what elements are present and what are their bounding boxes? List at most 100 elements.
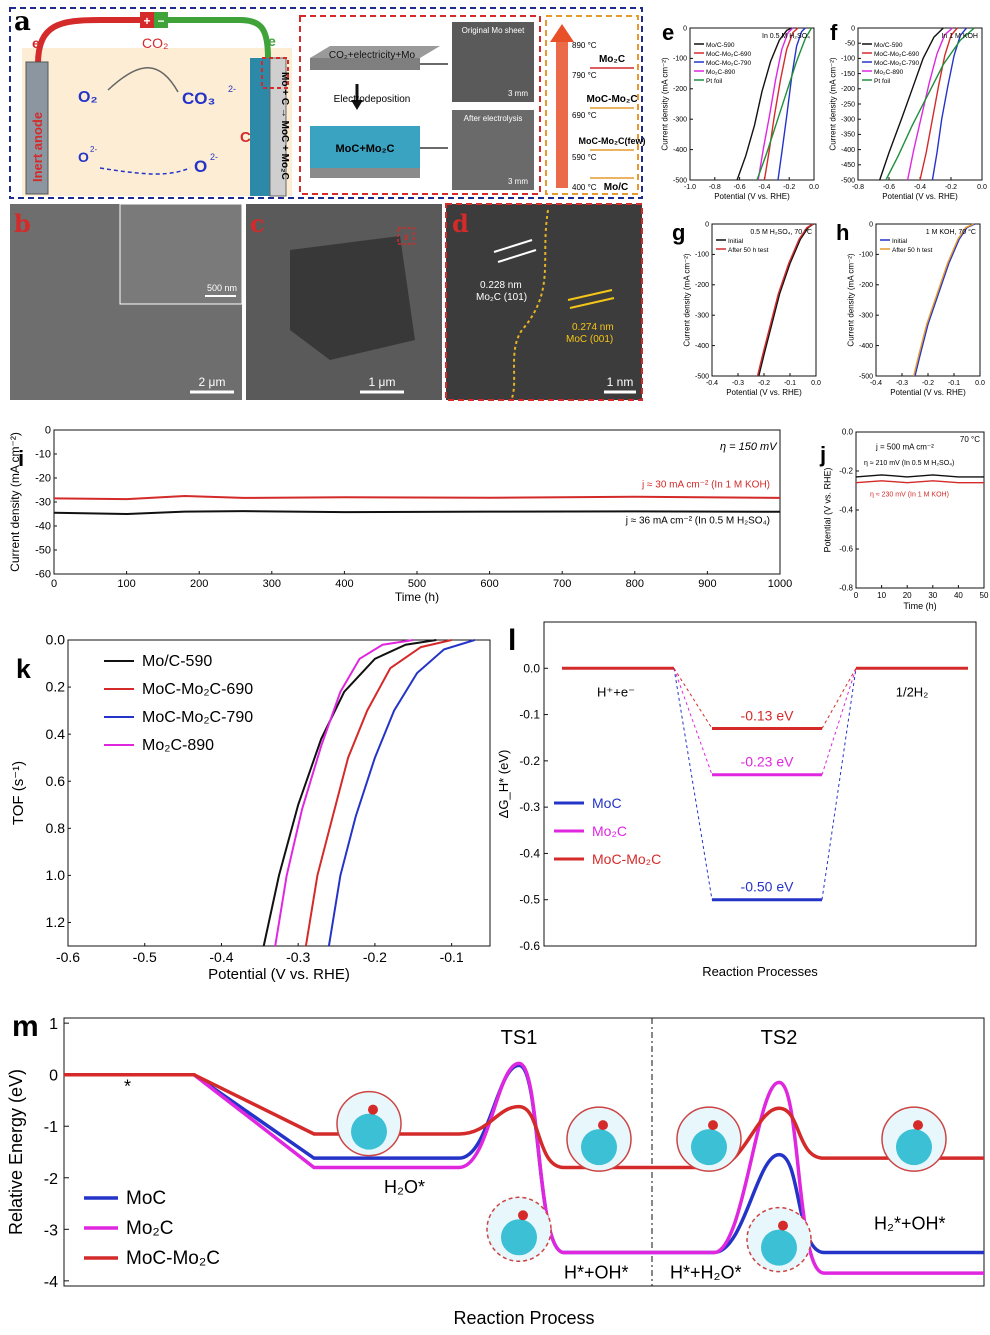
deposit-layer <box>310 126 420 168</box>
temperature-arrow-bar <box>556 40 568 188</box>
y-tick-label: 0.6 <box>46 773 66 789</box>
legend-entry: MoC-Mo₂C-690 <box>874 51 920 58</box>
y-tick-label: -300 <box>859 313 873 320</box>
y-tick-label: -4 <box>44 1274 58 1291</box>
legend-entry: MoC-Mo₂C-690 <box>706 51 752 58</box>
x-tick-label: 900 <box>698 578 716 590</box>
legend-entry: Mo/C-590 <box>706 42 735 49</box>
series-line-3 <box>906 27 953 181</box>
connector-0 <box>673 668 857 900</box>
temp-400: 400 °C <box>572 183 597 192</box>
wire-red <box>35 17 140 65</box>
x-tick-label: 800 <box>626 578 644 590</box>
x-axis-label: Potential (V vs. RHE) <box>714 192 790 201</box>
y-tick-label: -0.6 <box>519 939 540 953</box>
structure-oxygen-0 <box>368 1104 378 1115</box>
process-box <box>299 15 541 195</box>
x-tick-label: -0.2 <box>758 380 770 387</box>
deposit-substrate <box>310 168 420 178</box>
panel-m: 1 0 -1 -2 -3 -4 Reaction Process Relative Energ… <box>6 1010 985 1328</box>
x-tick-label: -0.4 <box>758 184 770 191</box>
cycle-arrow-top <box>107 67 179 93</box>
structure-oxygen-3 <box>913 1120 923 1131</box>
series-line-0 <box>758 223 814 377</box>
y-tick-label: -50 <box>845 41 855 48</box>
energy-profile-2 <box>64 1072 984 1170</box>
step2-label: MoC+Mo₂C <box>336 143 395 155</box>
y-tick-label: 0.2 <box>46 679 66 695</box>
x-tick-label: 100 <box>117 578 135 590</box>
y-tick-label: -50 <box>35 545 51 557</box>
co2-label: CO₂ <box>142 35 168 51</box>
y-tick-label: -250 <box>841 101 855 108</box>
co3-label: CO₃ <box>182 89 215 108</box>
photo-original <box>452 22 534 102</box>
series-line-1 <box>913 223 974 377</box>
o-ion-charge: 2- <box>210 152 218 162</box>
panel-g: -0.4 -0.3 -0.2 -0.1 0.0 0 -100 -200 -300 -400 -500… <box>672 220 821 397</box>
y-tick-label: -60 <box>35 569 51 581</box>
battery-plus <box>140 12 154 28</box>
x-tick-label: -0.4 <box>209 949 233 965</box>
x-tick-label: -0.3 <box>732 380 744 387</box>
legend-entry: MoC <box>592 795 622 811</box>
y-tick-label: 0.0 <box>46 632 66 648</box>
series-line-4 <box>756 27 813 181</box>
y-tick-label: -0.5 <box>519 893 540 907</box>
structure-cluster-5 <box>761 1229 797 1266</box>
panel-label-c: c <box>250 209 265 238</box>
anode-label: Inert anode <box>30 112 45 182</box>
state-label-final: 1/2H₂ <box>896 684 929 699</box>
panel-label-f: f <box>830 20 838 45</box>
state-label-initial: H⁺+e⁻ <box>597 684 635 699</box>
legend-entry: MoC-Mo₂C <box>126 1248 220 1269</box>
structure-oxygen-2 <box>708 1120 718 1131</box>
temp-790: 790 °C <box>572 71 597 80</box>
y-tick-label: -200 <box>695 282 709 289</box>
y-tick-label: 0 <box>705 221 709 228</box>
x-tick-label: -0.4 <box>706 380 718 387</box>
y-axis-label: Current density (mA cm⁻²) <box>683 253 692 346</box>
series-line-0 <box>262 639 437 947</box>
panel-label-l: l <box>508 624 516 657</box>
x-tick-label: -1.0 <box>684 184 696 191</box>
condition-label: In 1 M KOH <box>941 33 978 40</box>
x-tick-label: -0.6 <box>883 184 895 191</box>
x-tick-label: -0.8 <box>709 184 721 191</box>
x-axis-label: Reaction Processes <box>702 964 818 979</box>
panel-d: d 0.228 nm Mo₂C (101) 0.274 nm MoC (001)… <box>445 203 643 401</box>
plot-frame <box>689 27 815 181</box>
inert-anode <box>25 61 49 195</box>
structure-cluster-1 <box>581 1129 617 1166</box>
y-tick-label: -500 <box>673 177 687 184</box>
connector-1 <box>673 668 857 775</box>
y-tick-label: -0.6 <box>839 545 853 554</box>
condition-label: 0.5 M H₂SO₄, 70 °C <box>750 228 812 236</box>
state-label-h2o: H₂O* <box>384 1177 425 1197</box>
y-tick-label: -1 <box>44 1119 58 1136</box>
y-axis-label: Current density (mA cm⁻²) <box>661 57 670 150</box>
y-tick-label: -400 <box>859 343 873 350</box>
y-tick-label: -400 <box>673 147 687 154</box>
panel-label-e: e <box>662 20 674 45</box>
legend-entry: Mo₂C-890 <box>142 737 214 754</box>
y-tick-label: -10 <box>35 449 51 461</box>
panel-j: 0 10 20 30 40 50 0.0 -0.2 -0.4 -0.6 -0.8 Time (h) Po… <box>819 428 989 611</box>
series-line-0 <box>736 27 793 181</box>
scale-inset-label: 500 nm <box>207 283 237 293</box>
series-line-3 <box>274 639 414 947</box>
legend-entry: MoC-Mo₂C-690 <box>142 681 253 698</box>
x-tick-label: -0.3 <box>896 380 908 387</box>
hrtem-image <box>445 203 643 401</box>
series-line-0 <box>914 223 976 377</box>
y-tick-label: -200 <box>859 282 873 289</box>
o2-label: O₂ <box>78 89 98 106</box>
fringe1-phase: Mo₂C (101) <box>476 292 527 303</box>
x-tick-label: -0.1 <box>784 380 796 387</box>
fringe1-line-b <box>497 249 537 263</box>
x-tick-label: 0 <box>854 591 859 600</box>
x-axis-label: Reaction Process <box>453 1308 594 1328</box>
x-tick-label: 500 <box>408 578 426 590</box>
y-axis-label: Current density (mA cm⁻²) <box>8 432 22 572</box>
x-tick-label: -0.2 <box>922 380 934 387</box>
